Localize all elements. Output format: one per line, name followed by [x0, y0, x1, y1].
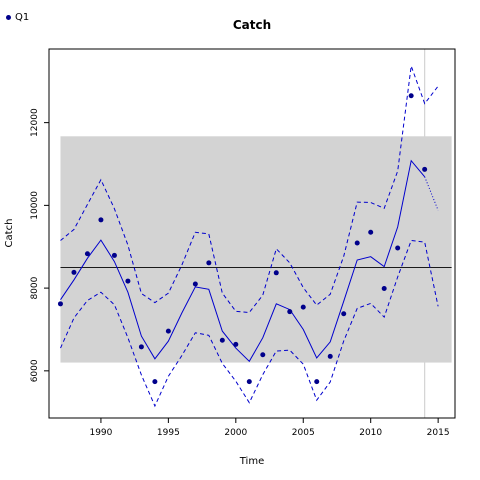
legend-label: Q1 [15, 12, 30, 23]
data-point [422, 166, 428, 172]
data-point [165, 328, 171, 334]
series-line-4-dotted [424, 176, 439, 211]
data-point [354, 240, 360, 246]
data-point [98, 217, 104, 223]
data-point [125, 278, 131, 284]
y-tick-label: 12000 [30, 108, 40, 137]
data-point [233, 341, 239, 347]
plot-area: 1990 1995 2000 2005 2010 2015 6000 8000 10000 120… [30, 48, 456, 438]
data-point [71, 269, 77, 275]
series-line-1-solid [60, 159, 426, 363]
data-point [57, 301, 63, 307]
x-tick-label: 2005 [292, 428, 315, 438]
data-point [314, 379, 320, 385]
data-point [287, 309, 293, 315]
x-tick-label: 2010 [359, 428, 382, 438]
data-point [368, 229, 374, 235]
reference-band [60, 136, 452, 363]
x-tick-label: 1995 [157, 428, 180, 438]
data-point [138, 344, 144, 350]
data-point [84, 251, 90, 257]
data-point [381, 286, 387, 292]
x-tick-label: 2000 [224, 428, 247, 438]
data-point [152, 379, 158, 385]
x-tick-label: 2015 [427, 428, 450, 438]
x-axis-label: Time [239, 456, 264, 467]
data-point [273, 270, 279, 276]
data-point [192, 281, 198, 287]
data-point [408, 93, 414, 99]
data-point [341, 311, 347, 317]
y-tick-label: 10000 [30, 191, 40, 220]
y-tick-label: 6000 [30, 359, 40, 382]
y-axis-label: Catch [4, 219, 15, 248]
legend: Q1 [6, 12, 29, 23]
legend-marker-icon [6, 15, 11, 20]
data-point [327, 353, 333, 359]
x-tick-label: 1990 [89, 428, 112, 438]
data-point [206, 260, 212, 266]
plot-frame [48, 48, 456, 419]
chart-title: Catch [233, 18, 271, 32]
data-point [246, 379, 252, 385]
data-point [300, 304, 306, 310]
y-tick-label: 8000 [30, 276, 40, 299]
data-point [395, 245, 401, 251]
data-point [111, 252, 117, 258]
data-point [260, 352, 266, 358]
series-line-3-dashed [60, 239, 439, 408]
data-point [219, 337, 225, 343]
